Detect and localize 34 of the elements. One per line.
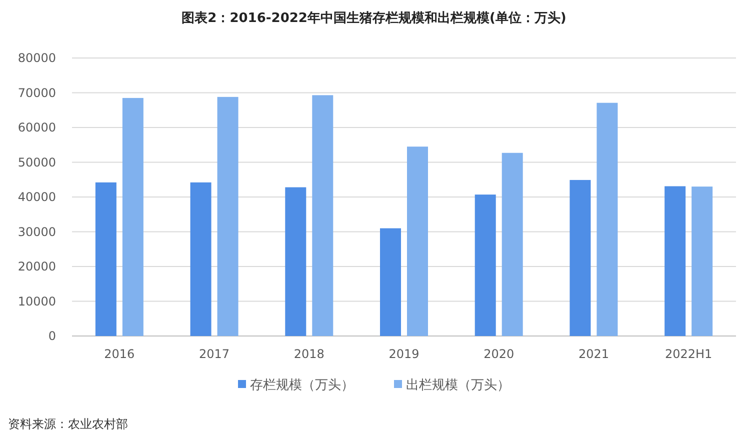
bar xyxy=(596,102,618,336)
bar xyxy=(312,95,334,336)
bar xyxy=(95,182,116,336)
legend-label: 出栏规模（万头） xyxy=(406,378,510,393)
bar xyxy=(217,96,238,336)
bar xyxy=(664,186,686,336)
y-tick-label: 70000 xyxy=(18,86,56,100)
bar xyxy=(474,194,496,336)
bar xyxy=(122,98,144,336)
x-tick-label: 2016 xyxy=(104,347,135,361)
y-tick-label: 10000 xyxy=(18,294,56,308)
x-tick-label: 2018 xyxy=(294,347,324,361)
y-tick-label: 20000 xyxy=(18,260,56,274)
y-tick-label: 60000 xyxy=(18,120,56,134)
bar xyxy=(285,187,306,336)
legend-label: 存栏规模（万头） xyxy=(250,378,354,393)
bar xyxy=(692,186,713,336)
text: 资料来源：农业农村部 xyxy=(8,417,128,431)
chart-title: 图表2：2016-2022年中国生猪存栏规模和出栏规模(单位：万头) xyxy=(182,10,566,26)
x-tick-label: 2017 xyxy=(199,347,230,361)
bar xyxy=(407,146,428,336)
x-tick-label: 2021 xyxy=(578,347,609,361)
x-tick-label: 2020 xyxy=(484,347,514,361)
y-tick-label: 0 xyxy=(48,329,56,343)
bar xyxy=(502,152,523,336)
y-tick-label: 40000 xyxy=(18,190,56,204)
bar xyxy=(190,182,212,336)
y-tick-label: 30000 xyxy=(18,224,56,239)
bar xyxy=(570,180,591,336)
bar xyxy=(380,228,401,336)
y-tick-label: 80000 xyxy=(18,51,56,65)
x-tick-label: 2019 xyxy=(388,347,420,361)
x-tick-label: 2022H1 xyxy=(664,347,712,361)
y-tick-label: 50000 xyxy=(18,155,56,170)
